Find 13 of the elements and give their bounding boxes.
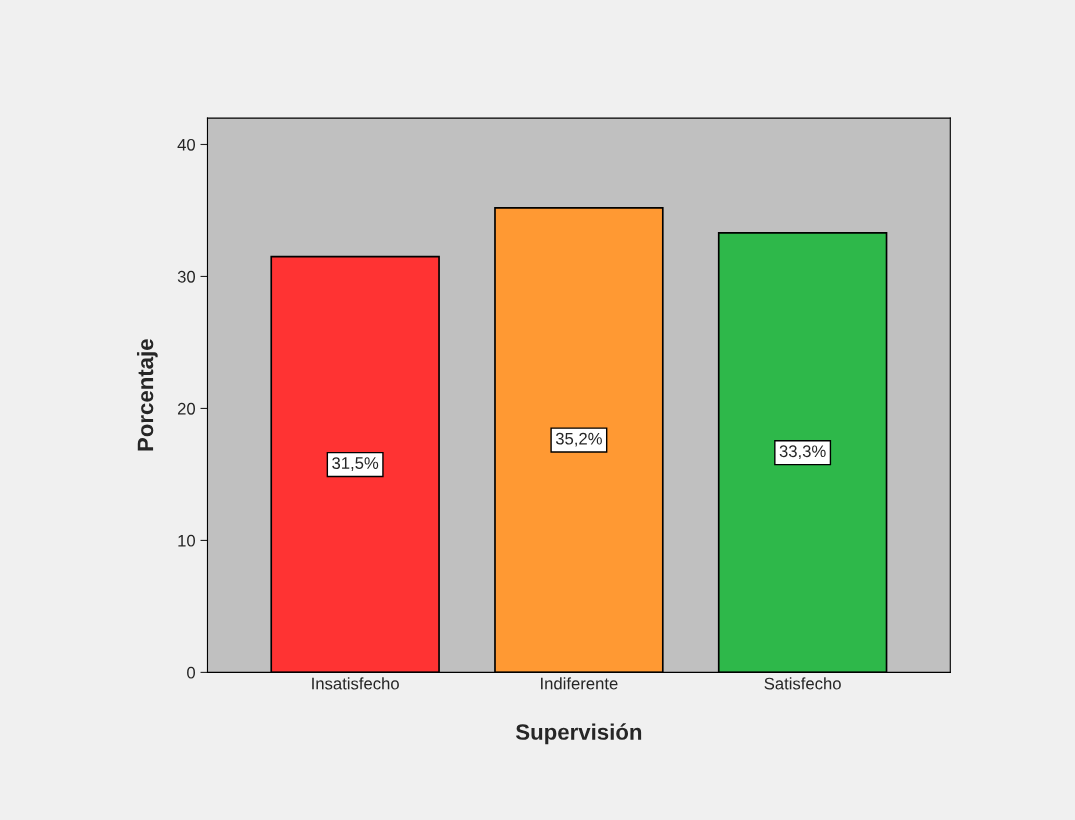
- x-tick-label: Satisfecho: [764, 677, 841, 690]
- y-tick-label: 20: [177, 402, 196, 415]
- x-axis-title: Supervisión: [515, 723, 642, 745]
- y-tick-label: 30: [177, 270, 196, 283]
- x-tick-label: Indiferente: [541, 677, 618, 690]
- x-tick-label: Insatisfecho: [312, 677, 399, 690]
- y-tick-label: 0: [187, 666, 196, 679]
- y-tick-label: 40: [177, 138, 196, 151]
- data-label: 35,2%: [555, 432, 602, 447]
- data-label: 31,5%: [332, 457, 379, 471]
- data-label: 33,3%: [779, 445, 826, 460]
- y-axis-title: Porcentaje: [136, 339, 158, 451]
- y-tick-label: 10: [178, 534, 196, 547]
